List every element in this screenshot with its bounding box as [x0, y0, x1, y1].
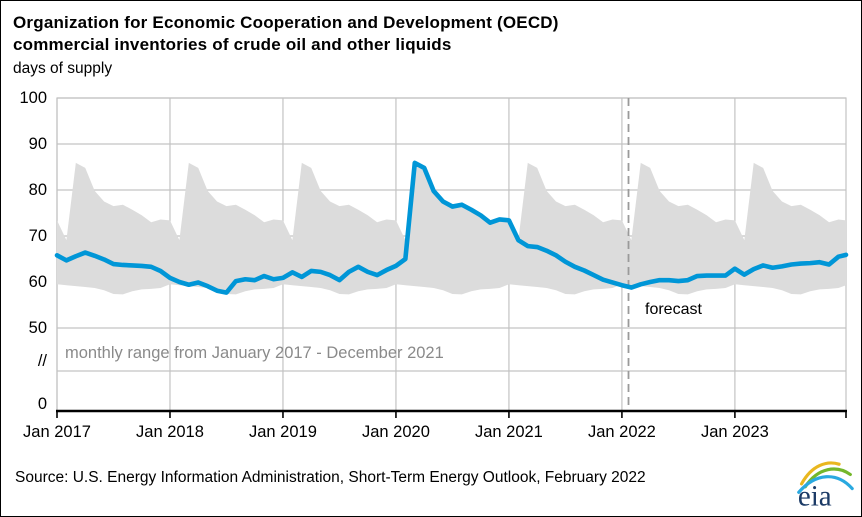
y-axis-label-100: 100	[19, 89, 47, 107]
plot-area	[54, 97, 849, 418]
x-axis-label-Jan-2017: Jan 2017	[23, 423, 91, 441]
range-band	[57, 162, 846, 295]
eia-logo-blue-arc	[797, 475, 854, 494]
y-axis-label-50: 50	[28, 319, 47, 337]
x-axis-label-Jan-2018: Jan 2018	[136, 423, 204, 441]
eia-logo-yellow-arc	[799, 461, 841, 486]
forecast-label: forecast	[645, 301, 702, 318]
x-axis-label-Jan-2021: Jan 2021	[474, 423, 543, 441]
y-axis-label-break: //	[37, 352, 47, 370]
source-attribution: Source: U.S. Energy Information Administ…	[15, 469, 646, 486]
x-axis-label-Jan-2019: Jan 2019	[249, 423, 317, 441]
chart-title-line2: commercial inventories of crude oil and …	[13, 35, 452, 54]
chart-units-label: days of supply	[13, 60, 113, 77]
x-axis-label-Jan-2023: Jan 2023	[700, 423, 769, 441]
y-axis-label-90: 90	[28, 135, 47, 153]
chart-title-line1: Organization for Economic Cooperation an…	[13, 13, 559, 32]
eia-logo-text: eia	[798, 480, 832, 510]
range-band-label: monthly range from January 2017 - Decemb…	[65, 344, 444, 362]
eia-logo: eia	[797, 461, 854, 510]
x-axis-label-Jan-2020: Jan 2020	[361, 423, 430, 441]
y-axis-label-60: 60	[28, 273, 47, 291]
y-axis-label-70: 70	[28, 227, 47, 245]
y-axis-label-80: 80	[28, 181, 47, 199]
x-axis-label-Jan-2022: Jan 2022	[587, 423, 656, 441]
y-axis-label-0: 0	[37, 395, 47, 413]
series-line	[54, 160, 849, 295]
